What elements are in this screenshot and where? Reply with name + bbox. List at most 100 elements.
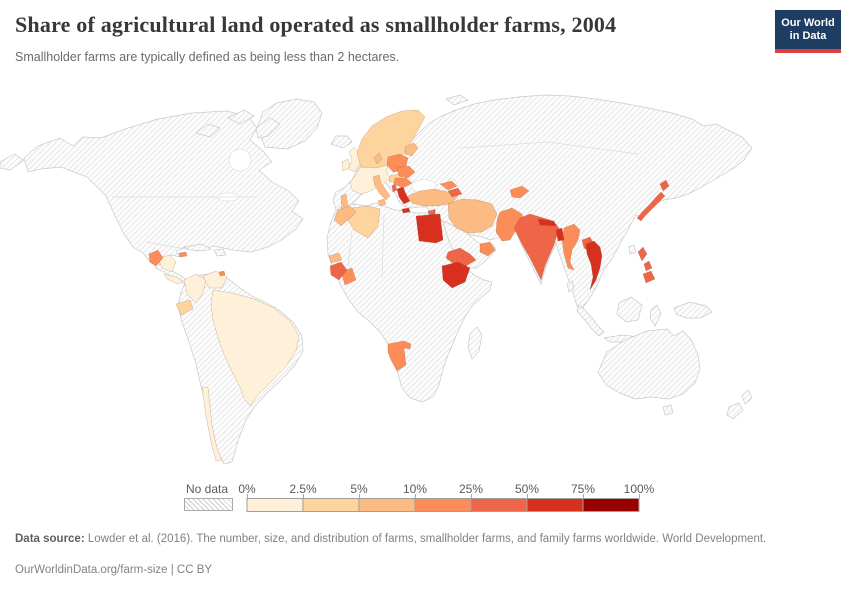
legend-tick-3: 10% xyxy=(402,482,428,496)
country-kyrgyzstan[interactable] xyxy=(509,185,530,199)
country-egypt[interactable] xyxy=(415,213,444,244)
country-myanmar[interactable] xyxy=(561,223,581,271)
legend-bin-5[interactable] xyxy=(527,498,583,512)
landmass-new-guinea xyxy=(673,301,713,319)
legend-tickmark xyxy=(639,494,640,498)
legend-bin-0[interactable] xyxy=(247,498,303,512)
country-nepal[interactable] xyxy=(537,218,557,227)
legend-tickmark xyxy=(303,494,304,498)
legend-tickmark xyxy=(471,494,472,498)
country-colombia[interactable] xyxy=(183,273,207,304)
country-jamaica[interactable] xyxy=(178,251,188,258)
country-pakistan[interactable] xyxy=(495,207,525,242)
country-cyprus[interactable] xyxy=(427,209,436,216)
country-algeria[interactable] xyxy=(347,205,381,239)
landmass-new-zealand-south xyxy=(726,402,744,420)
country-romania[interactable] xyxy=(396,165,416,179)
bin-5-countries xyxy=(396,186,603,291)
country-georgia[interactable] xyxy=(439,180,458,191)
country-guatemala[interactable] xyxy=(148,249,164,267)
country-panama-costa-rica[interactable] xyxy=(163,273,184,285)
legend-tick-1: 2.5% xyxy=(289,482,317,496)
bin-0-countries xyxy=(157,146,391,462)
legend-bin-4[interactable] xyxy=(471,498,527,512)
country-trinidad[interactable] xyxy=(218,270,226,277)
landmass-taiwan xyxy=(628,244,637,255)
country-ethiopia[interactable] xyxy=(441,261,471,289)
country-albania[interactable] xyxy=(391,183,398,193)
legend-tickmark xyxy=(527,494,528,498)
country-ireland[interactable] xyxy=(341,158,351,172)
landmass-madagascar xyxy=(467,326,483,360)
landmass-svalbard xyxy=(445,94,469,106)
country-vietnam[interactable] xyxy=(585,240,603,291)
legend-bin-1[interactable] xyxy=(303,498,359,512)
license-suffix: | CC BY xyxy=(167,564,213,576)
country-oman[interactable] xyxy=(479,241,496,257)
owid-logo[interactable]: Our World in Data xyxy=(775,10,841,49)
data-source-label: Data source: xyxy=(15,533,85,545)
owid-logo-accent xyxy=(775,49,841,53)
country-guinea[interactable] xyxy=(329,261,348,281)
legend-tickmark xyxy=(415,494,416,498)
landmass-greenland xyxy=(256,98,323,150)
country-chile[interactable] xyxy=(201,386,223,462)
country-baltics[interactable] xyxy=(404,142,419,157)
country-yemen[interactable] xyxy=(445,247,477,267)
landmass-arctic-islands-1 xyxy=(195,123,221,138)
data-source-text: Lowder et al. (2016). The number, size, … xyxy=(84,533,767,545)
landmass-north-america xyxy=(23,110,304,267)
bin-2-countries xyxy=(328,142,498,264)
landmass-hispaniola xyxy=(213,248,227,257)
legend-no-data-label: No data xyxy=(185,482,229,496)
legend-ramp-borders xyxy=(246,498,640,512)
country-denmark[interactable] xyxy=(373,152,383,165)
landmass-sri-lanka xyxy=(566,280,575,293)
country-ecuador[interactable] xyxy=(175,299,194,316)
landmass-sumatra xyxy=(576,304,605,337)
owid-logo-line1: Our World xyxy=(781,16,835,29)
internal-borders xyxy=(112,141,639,279)
legend-tickmark xyxy=(359,494,360,498)
license-link[interactable]: OurWorldinData.org/farm-size xyxy=(15,564,168,576)
legend-bin-2[interactable] xyxy=(359,498,415,512)
country-japan-honshu[interactable] xyxy=(636,191,666,222)
page-title: Share of agricultural land operated as s… xyxy=(15,12,617,37)
country-japan-hokkaido[interactable] xyxy=(659,179,670,192)
country-india[interactable] xyxy=(513,213,561,281)
landmass-australia xyxy=(597,328,701,400)
country-sicily[interactable] xyxy=(377,198,387,207)
country-philippines-luzon[interactable] xyxy=(637,246,648,262)
country-bangladesh[interactable] xyxy=(555,227,565,242)
country-serbia-bulgaria[interactable] xyxy=(393,177,413,189)
country-senegal[interactable] xyxy=(328,252,343,264)
country-philippines-visayas[interactable] xyxy=(643,260,653,272)
country-crete[interactable] xyxy=(401,207,411,214)
country-turkey[interactable] xyxy=(407,188,459,207)
bin-1-countries xyxy=(175,109,426,316)
legend-bin-3[interactable] xyxy=(415,498,471,512)
country-morocco[interactable] xyxy=(333,205,357,227)
legend-tick-4: 25% xyxy=(458,482,484,496)
country-brazil[interactable] xyxy=(210,289,300,407)
country-greece[interactable] xyxy=(396,186,411,205)
legend-no-data-swatch[interactable] xyxy=(184,498,233,511)
legend-tick-0: 0% xyxy=(238,482,256,496)
legend-tick-5: 50% xyxy=(514,482,540,496)
country-armenia[interactable] xyxy=(447,187,463,198)
country-philippines-mindanao[interactable] xyxy=(642,270,656,284)
landmass-chukotka-fragment xyxy=(0,153,25,171)
country-honduras-nicaragua[interactable] xyxy=(157,254,177,273)
country-italy[interactable] xyxy=(372,174,391,201)
country-namibia[interactable] xyxy=(387,340,412,372)
landmass-iceland xyxy=(330,135,353,149)
legend-bin-6[interactable] xyxy=(583,498,639,512)
landmass-borneo xyxy=(616,296,643,323)
landmass-arctic-islands-2 xyxy=(227,109,255,125)
country-iran[interactable] xyxy=(447,198,498,234)
landmass-new-zealand-north xyxy=(741,389,753,405)
country-united-kingdom[interactable] xyxy=(347,146,361,173)
landmass-tasmania xyxy=(662,404,674,416)
